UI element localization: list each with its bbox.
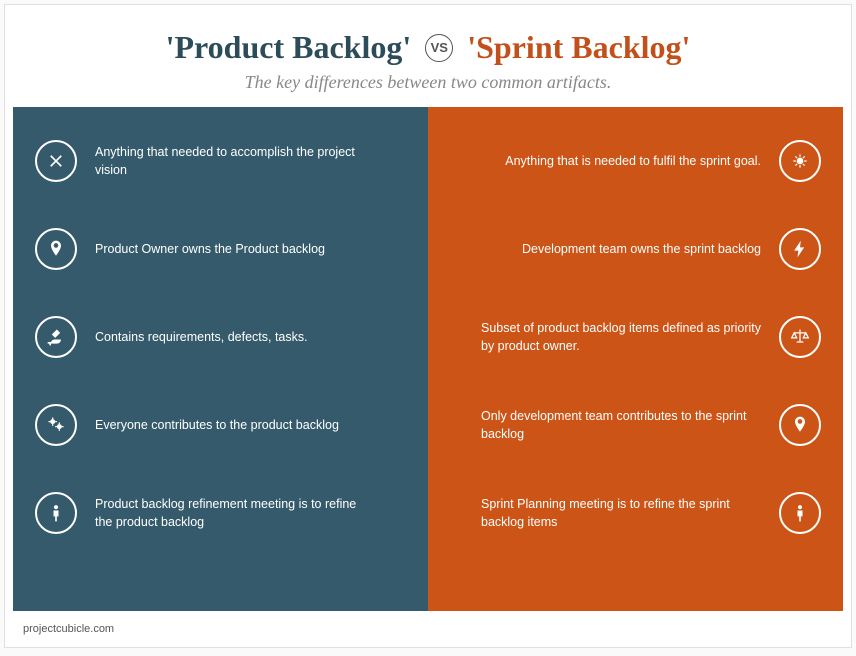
- item-text: Subset of product backlog items defined …: [481, 319, 761, 355]
- list-item: Anything that is needed to fulfil the sp…: [450, 129, 821, 193]
- title-right: 'Sprint Backlog': [467, 29, 690, 66]
- list-item: Product backlog refinement meeting is to…: [35, 481, 406, 545]
- sprint-backlog-column: Anything that is needed to fulfil the sp…: [428, 107, 843, 611]
- item-text: Product Owner owns the Product backlog: [95, 240, 325, 258]
- item-text: Only development team contributes to the…: [481, 407, 761, 443]
- cross-icon: [35, 140, 77, 182]
- infographic-frame: 'Product Backlog' VS 'Sprint Backlog' Th…: [4, 4, 852, 648]
- item-text: Anything that is needed to fulfil the sp…: [505, 152, 761, 170]
- list-item: Anything that needed to accomplish the p…: [35, 129, 406, 193]
- pin-icon: [35, 228, 77, 270]
- title-left: 'Product Backlog': [166, 29, 412, 66]
- list-item: Subset of product backlog items defined …: [450, 305, 821, 369]
- list-item: Sprint Planning meeting is to refine the…: [450, 481, 821, 545]
- gears-icon: [35, 404, 77, 446]
- item-text: Product backlog refinement meeting is to…: [95, 495, 375, 531]
- person-icon: [779, 492, 821, 534]
- item-text: Anything that needed to accomplish the p…: [95, 143, 375, 179]
- item-text: Everyone contributes to the product back…: [95, 416, 339, 434]
- list-item: Product Owner owns the Product backlog: [35, 217, 406, 281]
- list-item: Development team owns the sprint backlog: [450, 217, 821, 281]
- pin-icon: [779, 404, 821, 446]
- product-backlog-column: Anything that needed to accomplish the p…: [13, 107, 428, 611]
- comparison-columns: Anything that needed to accomplish the p…: [13, 107, 843, 611]
- list-item: Everyone contributes to the product back…: [35, 393, 406, 457]
- item-text: Development team owns the sprint backlog: [522, 240, 761, 258]
- scales-icon: [779, 316, 821, 358]
- item-text: Sprint Planning meeting is to refine the…: [481, 495, 761, 531]
- bolt-icon: [779, 228, 821, 270]
- vs-badge: VS: [425, 34, 453, 62]
- list-item: Contains requirements, defects, tasks.: [35, 305, 406, 369]
- list-item: Only development team contributes to the…: [450, 393, 821, 457]
- footer-credit: projectcubicle.com: [5, 611, 851, 647]
- virus-icon: [779, 140, 821, 182]
- item-text: Contains requirements, defects, tasks.: [95, 328, 308, 346]
- subtitle: The key differences between two common a…: [45, 72, 811, 93]
- header: 'Product Backlog' VS 'Sprint Backlog' Th…: [5, 5, 851, 107]
- title-row: 'Product Backlog' VS 'Sprint Backlog': [45, 29, 811, 66]
- microscope-icon: [35, 316, 77, 358]
- person-icon: [35, 492, 77, 534]
